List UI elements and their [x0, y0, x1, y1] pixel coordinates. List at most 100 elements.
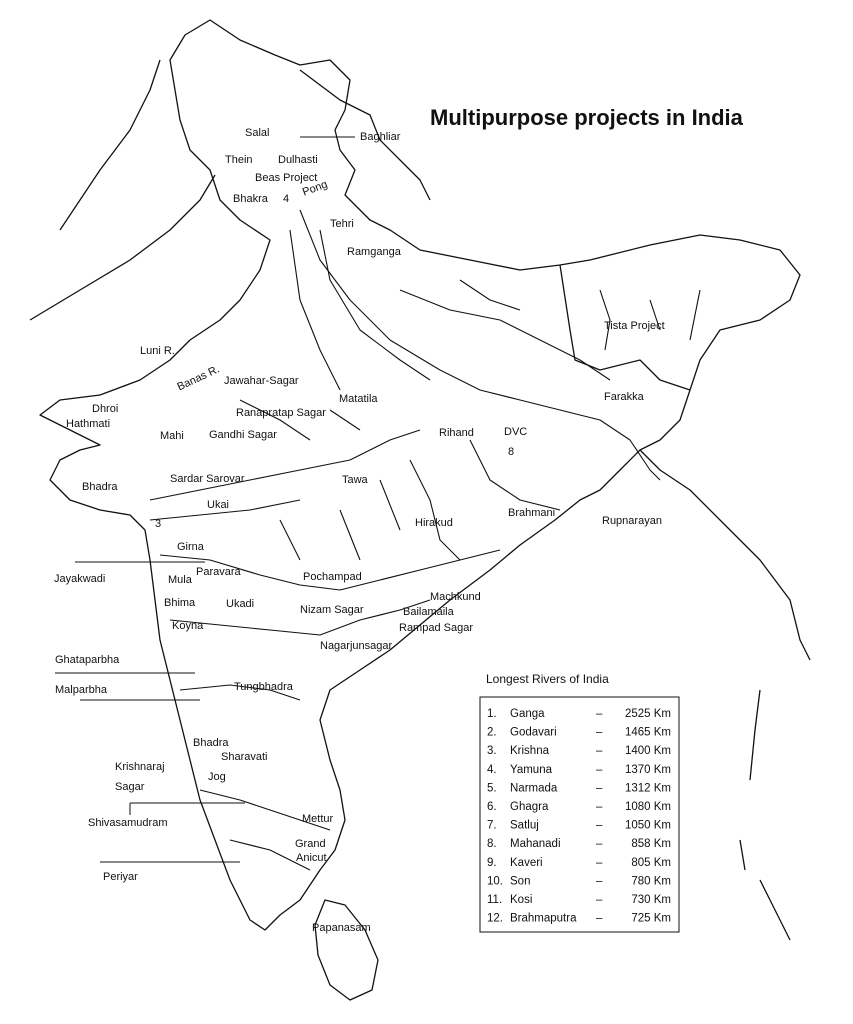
project-label: Rupnarayan	[602, 515, 662, 527]
river-length: 1050 Km	[625, 820, 671, 832]
project-label: Brahmani	[508, 507, 555, 519]
river-name: Satluj	[510, 820, 539, 832]
project-label: Rihand	[439, 427, 474, 439]
project-label: Mahi	[160, 430, 184, 442]
project-label: Grand	[295, 838, 326, 850]
project-label: Koyna	[172, 620, 204, 632]
project-label: Hirakud	[415, 517, 453, 529]
river-length: 780 Km	[631, 875, 671, 887]
project-label: Tehri	[330, 218, 354, 230]
river	[169, 599, 431, 636]
project-label: Luni R.	[140, 345, 175, 357]
project-label: Anicut	[296, 852, 327, 864]
project-label: Paravara	[196, 566, 242, 578]
project-label: Matatila	[339, 393, 378, 405]
river-name: Mahanadi	[510, 838, 561, 850]
project-label: Krishnaraj	[115, 761, 165, 773]
river	[319, 229, 431, 381]
river-name: Ganga	[510, 708, 545, 720]
sri-lanka	[314, 899, 379, 1001]
separator: –	[596, 913, 603, 925]
table-box	[479, 696, 680, 933]
river	[149, 429, 421, 501]
project-label: Bhima	[164, 597, 196, 609]
separator: –	[596, 764, 603, 776]
map-title: Multipurpose projects in India	[430, 105, 744, 130]
country-outline	[39, 19, 801, 931]
row-number: 6.	[487, 801, 497, 813]
separator: –	[596, 875, 603, 887]
project-label: 3	[155, 518, 161, 530]
separator: –	[596, 727, 603, 739]
separator: –	[596, 745, 603, 757]
river-length: 1312 Km	[625, 782, 671, 794]
project-label: Ramganga	[347, 246, 402, 258]
separator: –	[596, 801, 603, 813]
river-length: 1400 Km	[625, 745, 671, 757]
river	[149, 499, 301, 521]
row-number: 1.	[487, 708, 497, 720]
project-label: Ranapratap Sagar	[236, 407, 326, 419]
project-label: Dulhasti	[278, 154, 318, 166]
project-label: Ukai	[207, 499, 229, 511]
project-label: Bhadra	[193, 737, 229, 749]
river	[179, 439, 561, 701]
project-label: Bhadra	[82, 481, 118, 493]
river-length: 2525 Km	[625, 708, 671, 720]
separator: –	[596, 820, 603, 832]
project-label: Sharavati	[221, 751, 267, 763]
project-label: Baghliar	[360, 131, 401, 143]
project-label: Tawa	[342, 474, 369, 486]
river-length: 730 Km	[631, 894, 671, 906]
project-label: Nizam Sagar	[300, 604, 364, 616]
row-number: 2.	[487, 727, 497, 739]
project-label: DVC	[504, 426, 527, 438]
project-label: Periyar	[103, 871, 138, 883]
table-title: Longest Rivers of India	[486, 672, 609, 686]
river-name: Krishna	[510, 745, 550, 757]
separator: –	[596, 894, 603, 906]
project-label: Pochampad	[303, 571, 362, 583]
project-label: Nagarjunsagar	[320, 640, 392, 652]
project-label: Tista Project	[604, 320, 665, 332]
project-label: Sagar	[115, 781, 145, 793]
separator: –	[596, 708, 603, 720]
project-label: 8	[508, 446, 514, 458]
river-name: Kaveri	[510, 857, 543, 869]
project-label: Papanasam	[312, 922, 371, 934]
row-number: 10.	[487, 875, 503, 887]
river-name: Godavari	[510, 727, 557, 739]
row-number: 4.	[487, 764, 497, 776]
river-name: Brahmaputra	[510, 913, 577, 925]
river-length: 725 Km	[631, 913, 671, 925]
row-number: 11.	[487, 894, 502, 906]
project-labels: Salal Baghliar Thein Dulhasti Beas Project Po…	[54, 127, 665, 934]
table-rows: 1. Ganga – 2525 Km 2. Godavari – 1465 Km 3. Krish…	[487, 708, 671, 925]
leaders	[55, 136, 355, 863]
river-name: Narmada	[510, 782, 558, 794]
row-number: 5.	[487, 782, 497, 794]
project-label: Mettur	[302, 813, 334, 825]
river	[239, 399, 401, 561]
project-label: Farakka	[604, 391, 645, 403]
project-label: Shivasamudram	[88, 817, 167, 829]
border-line	[29, 59, 811, 941]
river-name: Kosi	[510, 894, 532, 906]
project-label: 4	[283, 193, 289, 205]
project-label: Rampad Sagar	[399, 622, 473, 634]
separator: –	[596, 857, 603, 869]
project-label: Thein	[225, 154, 253, 166]
river-name: Son	[510, 875, 530, 887]
project-label: Jog	[208, 771, 226, 783]
project-label: Hathmati	[66, 418, 110, 430]
river-name: Yamuna	[510, 764, 553, 776]
rivers	[149, 209, 701, 871]
row-number: 8.	[487, 838, 497, 850]
river	[199, 789, 331, 871]
project-label: Beas Project	[255, 172, 317, 184]
separator: –	[596, 782, 603, 794]
project-label: Sardar Sarovar	[170, 473, 245, 485]
river	[299, 209, 661, 481]
